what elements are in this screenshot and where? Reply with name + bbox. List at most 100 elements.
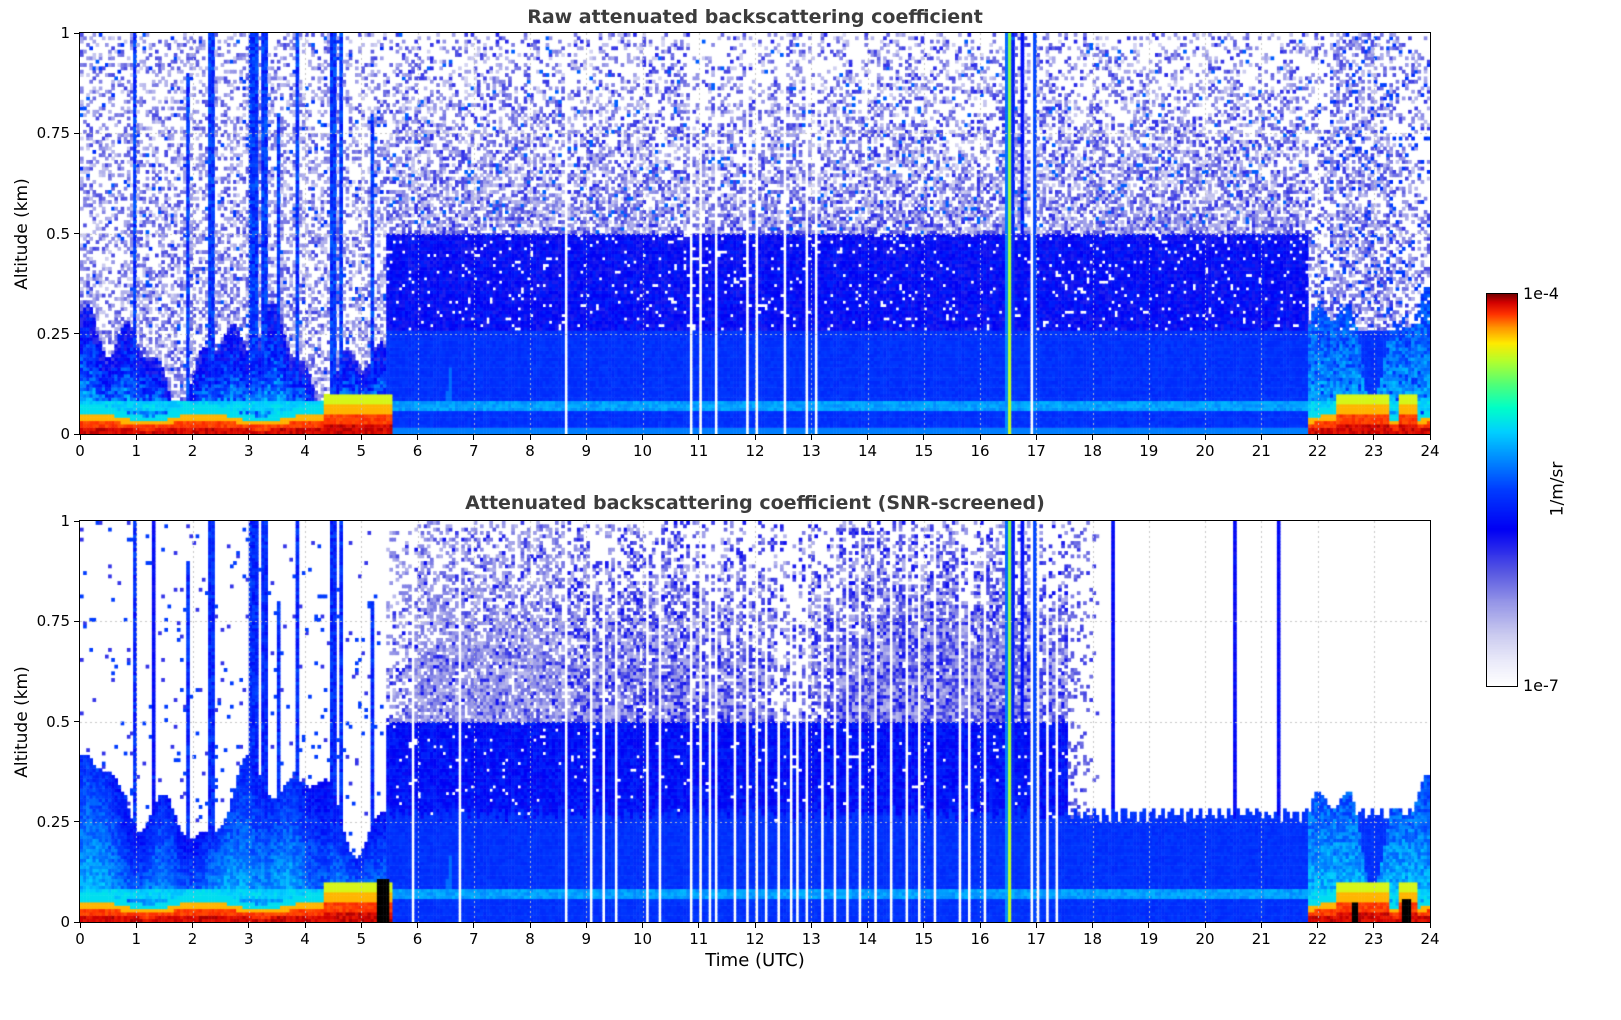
- panel1-heatmap-canvas: [80, 33, 1430, 434]
- x-tick-mark: [1373, 923, 1375, 928]
- x-tick-label: 24: [1420, 930, 1440, 948]
- x-tick-mark: [1429, 923, 1431, 928]
- x-tick-label: 14: [857, 442, 878, 460]
- x-tick-mark: [867, 435, 868, 440]
- x-tick-label: 24: [1420, 442, 1440, 460]
- panel2-heatmap-canvas: [80, 521, 1430, 922]
- y-tick-label: 0.25: [36, 324, 70, 343]
- x-tick-label: 22: [1307, 930, 1328, 948]
- x-tick-label: 20: [1195, 930, 1215, 948]
- x-tick-mark: [810, 923, 812, 928]
- x-tick-mark: [1204, 923, 1206, 928]
- y-tick-label: 0: [60, 425, 70, 443]
- x-tick-label: 3: [243, 442, 254, 460]
- x-tick-mark: [810, 435, 812, 440]
- x-tick-label: 3: [243, 930, 254, 948]
- x-tick-label: 7: [468, 442, 479, 460]
- x-tick-mark: [1260, 923, 1262, 928]
- x-tick-label: 8: [525, 442, 535, 460]
- x-tick-label: 6: [412, 442, 423, 460]
- y-tick-mark: [74, 132, 79, 134]
- y-tick-mark: [74, 721, 79, 722]
- x-tick-label: 16: [970, 442, 990, 460]
- x-tick-label: 11: [689, 930, 709, 948]
- x-tick-mark: [1148, 435, 1150, 440]
- x-tick-mark: [1429, 435, 1431, 440]
- y-tick-label: 0.75: [36, 612, 70, 631]
- x-tick-mark: [473, 923, 475, 928]
- x-tick-label: 18: [1082, 930, 1103, 948]
- x-tick-label: 6: [412, 930, 423, 948]
- x-tick-mark: [135, 435, 137, 440]
- y-tick-mark: [74, 821, 79, 823]
- panel1-title: Raw attenuated backscattering coefficien…: [527, 6, 983, 28]
- x-tick-mark: [79, 923, 81, 928]
- x-tick-mark: [754, 923, 756, 928]
- x-tick-label: 17: [1026, 930, 1046, 948]
- x-tick-mark: [417, 435, 418, 440]
- x-tick-label: 1: [131, 930, 142, 948]
- y-tick-label: 1: [60, 512, 70, 530]
- x-tick-label: 7: [468, 930, 479, 948]
- colorbar: [1486, 293, 1518, 687]
- x-tick-label: 15: [914, 930, 934, 948]
- x-tick-mark: [360, 435, 362, 440]
- x-tick-label: 19: [1139, 930, 1159, 948]
- x-tick-mark: [979, 435, 981, 440]
- x-tick-label: 17: [1026, 442, 1046, 460]
- x-tick-label: 11: [689, 442, 709, 460]
- x-tick-label: 0: [75, 930, 85, 948]
- x-tick-label: 9: [581, 930, 592, 948]
- x-tick-label: 4: [300, 930, 310, 948]
- x-tick-label: 0: [75, 442, 85, 460]
- x-tick-mark: [1317, 923, 1318, 928]
- x-tick-mark: [79, 435, 81, 440]
- y-tick-mark: [74, 333, 79, 335]
- panel1-plot-frame: [79, 32, 1431, 435]
- x-tick-mark: [867, 923, 868, 928]
- panel2-plot-frame: [79, 520, 1431, 923]
- y-tick-mark: [74, 32, 79, 34]
- x-tick-label: 23: [1364, 442, 1384, 460]
- y-tick-mark: [74, 433, 79, 435]
- x-tick-mark: [360, 923, 362, 928]
- x-tick-mark: [473, 435, 475, 440]
- x-tick-label: 16: [970, 930, 990, 948]
- y-tick-label: 0.75: [36, 124, 70, 143]
- x-tick-label: 1: [131, 442, 142, 460]
- x-tick-mark: [1260, 435, 1262, 440]
- x-tick-mark: [529, 435, 531, 440]
- x-tick-mark: [1092, 923, 1093, 928]
- x-tick-mark: [417, 923, 418, 928]
- x-tick-label: 12: [745, 442, 765, 460]
- x-tick-mark: [1035, 435, 1037, 440]
- x-tick-mark: [248, 435, 250, 440]
- x-tick-label: 19: [1139, 442, 1159, 460]
- x-tick-mark: [642, 435, 643, 440]
- x-tick-mark: [754, 435, 756, 440]
- x-tick-label: 15: [914, 442, 934, 460]
- x-tick-mark: [192, 435, 193, 440]
- colorbar-max-label: 1e-4: [1523, 284, 1559, 303]
- x-tick-mark: [248, 923, 250, 928]
- y-tick-mark: [74, 520, 79, 522]
- x-tick-label: 12: [745, 930, 765, 948]
- x-tick-label: 5: [356, 930, 367, 948]
- x-tick-mark: [1148, 923, 1150, 928]
- x-tick-mark: [642, 923, 643, 928]
- x-tick-label: 23: [1364, 930, 1384, 948]
- y-tick-mark: [74, 233, 79, 234]
- x-tick-mark: [585, 435, 587, 440]
- colorbar-units-text: 1/m/sr: [1547, 461, 1567, 517]
- x-tick-label: 2: [187, 442, 198, 460]
- x-tick-label: 14: [857, 930, 878, 948]
- x-tick-label: 13: [801, 442, 821, 460]
- x-tick-label: 4: [300, 442, 310, 460]
- x-tick-label: 21: [1251, 442, 1271, 460]
- colorbar-units-label: 1/m/sr: [1543, 293, 1571, 685]
- x-tick-label: 22: [1307, 442, 1328, 460]
- x-tick-mark: [1204, 435, 1206, 440]
- x-tick-mark: [698, 435, 700, 440]
- y-tick-mark: [74, 620, 79, 622]
